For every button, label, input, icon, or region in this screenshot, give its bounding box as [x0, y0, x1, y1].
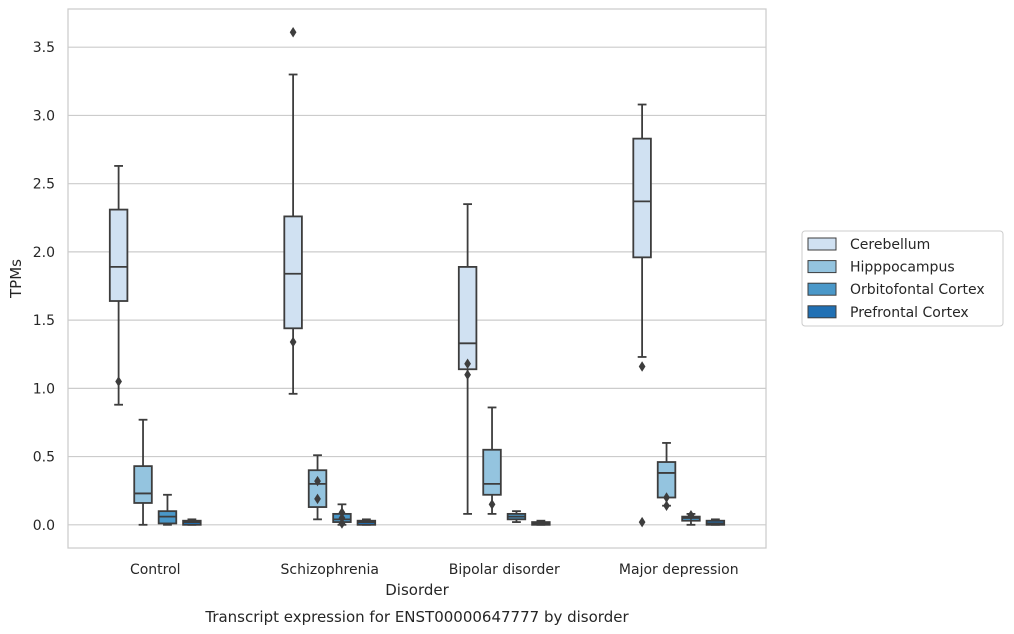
box-iqr — [656, 461, 677, 499]
chart-caption: Transcript expression for ENST0000064777… — [204, 608, 629, 626]
legend-label: Orbitofontal Cortex — [850, 282, 985, 298]
box-hipppocampus — [307, 454, 328, 521]
outlier-point — [464, 369, 471, 380]
box-prefrontal-cortex — [356, 518, 377, 526]
legend-frame — [801, 230, 1004, 327]
outlier-point — [663, 492, 670, 503]
legend-swatch — [807, 305, 837, 319]
legend-swatch — [807, 260, 837, 274]
box-iqr — [283, 215, 303, 330]
outlier-point — [289, 26, 297, 38]
box-cerebellum — [457, 203, 478, 515]
outlier-point — [314, 493, 321, 505]
box-iqr — [632, 137, 652, 259]
box-hipppocampus — [133, 418, 153, 526]
outlier-point — [638, 361, 646, 372]
y-tick-label: 3.0 — [33, 108, 55, 124]
box-prefrontal-cortex — [705, 518, 726, 526]
y-axis-ticks: 0.0 0.5 1.0 1.5 2.0 2.5 3.0 3.5 — [33, 40, 55, 534]
plot-frame — [67, 8, 767, 549]
box-orbitofontal-cortex — [681, 510, 701, 526]
legend-label: Prefrontal Cortex — [850, 305, 969, 321]
box-orbitofontal-cortex — [332, 503, 352, 529]
y-axis-label: TPMs — [7, 259, 25, 299]
box-iqr — [482, 448, 502, 496]
outlier-point — [338, 518, 346, 529]
box-prefrontal-cortex — [182, 518, 202, 526]
legend-label: Cerebellum — [850, 237, 930, 253]
x-tick-label: Major depression — [619, 562, 739, 578]
outlier-point — [289, 336, 297, 348]
outlier-point — [488, 499, 496, 510]
y-tick-label: 3.5 — [33, 40, 55, 56]
box-hipppocampus — [656, 442, 677, 511]
y-tick-label: 2.5 — [33, 177, 55, 193]
y-tick-label: 0.5 — [33, 450, 55, 466]
box-hipppocampus — [482, 406, 502, 515]
box-orbitofontal-cortex — [157, 493, 178, 526]
box-iqr — [133, 465, 153, 504]
y-tick-label: 1.0 — [33, 381, 55, 397]
outlier-point — [338, 507, 346, 518]
outlier-point — [687, 510, 695, 521]
x-axis-ticks: Control Schizophrenia Bipolar disorder Majo… — [130, 562, 739, 578]
box-cerebellum — [108, 165, 129, 406]
x-axis-label: Disorder — [385, 581, 449, 599]
legend-swatch — [807, 237, 837, 251]
x-tick-label: Bipolar disorder — [449, 562, 560, 578]
box-cerebellum — [283, 26, 303, 395]
box-iqr — [307, 469, 328, 508]
box-cerebellum — [632, 103, 652, 528]
outlier-point — [663, 500, 670, 511]
box-iqr — [108, 208, 129, 302]
x-tick-label: Schizophrenia — [281, 562, 379, 578]
box-prefrontal-cortex — [531, 519, 551, 526]
gridlines — [68, 46, 766, 526]
outlier-point — [338, 512, 346, 524]
outlier-point — [115, 376, 122, 387]
legend-label: Hipppocampus — [850, 260, 955, 276]
y-tick-label: 1.5 — [33, 313, 55, 329]
y-tick-label: 2.0 — [33, 245, 55, 261]
legend: Cerebellum Hipppocampus Orbitofontal Corte… — [801, 230, 1004, 327]
box-iqr — [457, 266, 478, 371]
outlier-point — [638, 516, 646, 528]
outlier-point — [314, 475, 321, 487]
outlier-point — [464, 358, 471, 370]
legend-swatch — [807, 282, 837, 296]
x-tick-label: Control — [130, 562, 181, 578]
y-tick-label: 0.0 — [33, 518, 55, 534]
box-orbitofontal-cortex — [506, 510, 527, 523]
boxplots — [108, 26, 726, 529]
